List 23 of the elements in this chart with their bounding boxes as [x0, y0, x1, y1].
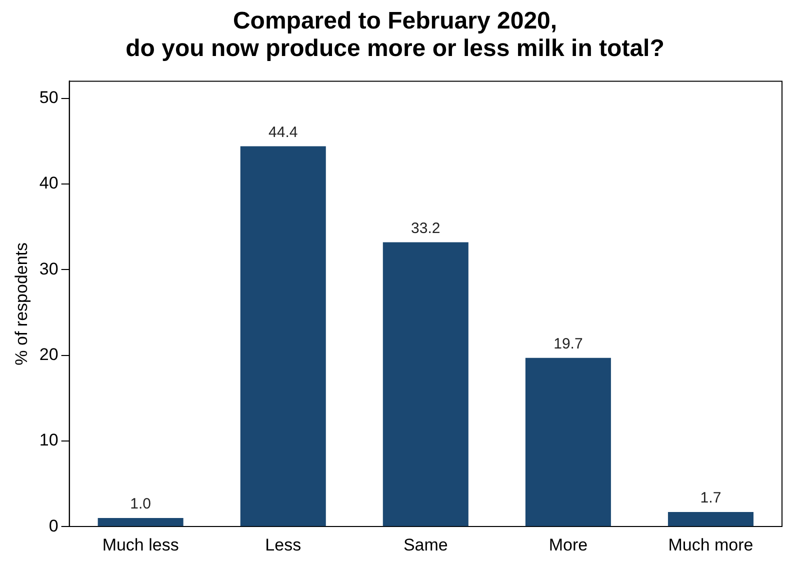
y-tick-label: 20: [39, 344, 58, 364]
chart-title: Compared to February 2020, do you now produce more or less milk in total?: [126, 7, 664, 62]
x-tick-label: Same: [403, 535, 448, 554]
x-tick-label: Less: [265, 535, 302, 554]
data-label: 44.4: [268, 124, 298, 141]
x-tick-label: More: [548, 535, 588, 554]
y-axis-title: % of respodents: [12, 242, 31, 366]
y-tick-label: 30: [39, 259, 58, 278]
y-tick-label: 10: [39, 430, 58, 450]
bar: [240, 146, 326, 526]
y-tick-label: 0: [48, 516, 58, 536]
data-label: 33.2: [411, 220, 440, 237]
bar: [668, 512, 754, 526]
y-tick-label: 40: [39, 174, 58, 193]
data-label: 1.0: [130, 496, 152, 513]
bar: [382, 242, 468, 526]
bar: [98, 518, 184, 526]
x-tick-label: Much more: [668, 535, 754, 554]
y-tick-label: 50: [39, 88, 58, 108]
x-tick-label: Much less: [102, 535, 179, 554]
data-label: 19.7: [554, 336, 583, 353]
data-label: 1.7: [700, 490, 722, 507]
bar: [525, 358, 611, 526]
